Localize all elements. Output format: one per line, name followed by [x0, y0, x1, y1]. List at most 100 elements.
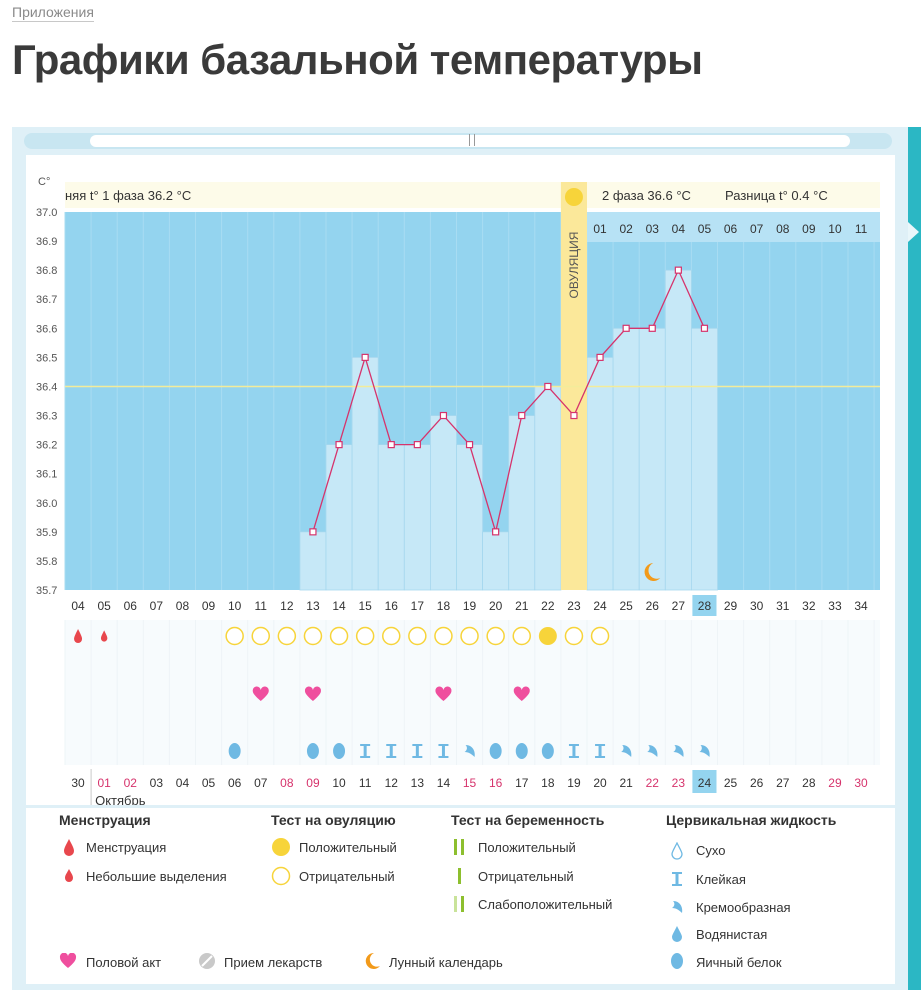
temperature-bar: [586, 356, 614, 591]
menstruation-drop-icon: [64, 839, 74, 856]
legend-cf-egg: Яичный белок: [696, 955, 782, 970]
cf-sticky-icon: [568, 744, 579, 758]
ovtest-negative-icon: [355, 626, 375, 646]
legend-medication: Прием лекарств: [224, 955, 323, 970]
intercourse-heart-icon: [59, 953, 77, 968]
cycle-day-label: 17: [411, 599, 425, 613]
temperature-bar: [664, 269, 692, 591]
temperature-bar: [351, 356, 379, 591]
phase2-day-label: 09: [802, 222, 816, 236]
intercourse-heart-icon: [435, 686, 452, 701]
calendar-day-label: 30: [71, 776, 85, 790]
y-tick-label: 37.0: [36, 207, 57, 219]
cycle-day-label: 13: [306, 599, 320, 613]
calendar-day-label: 13: [411, 776, 425, 790]
ovtest-negative-icon: [564, 626, 584, 646]
legend-ovtest-negative: Отрицательный: [299, 869, 395, 884]
phase2-day-label: 05: [698, 222, 712, 236]
temperature-bar: [403, 444, 431, 591]
legend-ovtest-title: Тест на овуляцию: [271, 812, 396, 828]
cycle-day-label: 26: [646, 599, 660, 613]
calendar-day-label: 15: [463, 776, 477, 790]
cycle-day-label: 09: [202, 599, 216, 613]
cf-egg-icon: [489, 743, 502, 759]
y-tick-label: 36.9: [36, 236, 57, 248]
phase2-day-label: 06: [724, 222, 738, 236]
scrollbar-grip-icon[interactable]: [469, 134, 475, 146]
calendar-day-label: 04: [176, 776, 190, 790]
y-tick-label: 36.6: [36, 323, 57, 335]
cycle-day-label: 21: [515, 599, 529, 613]
cycle-day-label: 27: [672, 599, 686, 613]
ovtest-negative-icon: [277, 626, 297, 646]
temperature-bar: [638, 327, 666, 591]
cf-sticky-icon: [438, 744, 449, 758]
y-tick-label: 36.7: [36, 294, 57, 306]
cf-egg-icon: [228, 743, 241, 759]
phase2-label: 2 фаза 36.6 °C: [602, 188, 691, 203]
y-tick-label: 36.8: [36, 265, 57, 277]
bbt-chart: C° 37.0 36.9 36.8 36.7 36.6 36.5 36.4 36.3 36.2 36…: [36, 176, 880, 805]
phase2-day-label: 10: [828, 222, 842, 236]
cycle-day-label: 22: [541, 599, 555, 613]
temperature-point: [465, 441, 474, 449]
y-tick-label: 36.0: [36, 498, 57, 510]
cycle-day-label: 14: [332, 599, 346, 613]
ovtest-negative-icon: [460, 626, 479, 646]
cf-sticky-icon: [672, 872, 682, 886]
temperature-bar: [377, 444, 405, 591]
cf-creamy-icon: [672, 901, 683, 913]
legend-cf-watery: Водянистая: [696, 927, 768, 942]
ovtest-negative-icon: [225, 626, 244, 646]
scrollbar-thumb[interactable]: [90, 135, 850, 147]
cycle-day-label: 11: [255, 599, 268, 613]
calendar-day-label: 10: [332, 776, 346, 790]
calendar-day-label: 09: [306, 776, 320, 790]
cf-dry-icon: [671, 842, 683, 860]
today-calendar-highlight: [692, 770, 717, 793]
y-tick-label: 35.8: [36, 556, 57, 568]
breadcrumb-link[interactable]: Приложения: [12, 4, 94, 22]
calendar-day-label: 03: [150, 776, 164, 790]
temperature-point: [622, 324, 630, 332]
phase-header: [65, 182, 880, 208]
cf-watery-icon: [672, 926, 682, 942]
temperature-bar: [429, 415, 457, 591]
expand-arrow-icon[interactable]: [908, 222, 919, 242]
cf-sticky-icon: [386, 744, 397, 758]
phase2-day-label: 02: [619, 222, 633, 236]
ovtest-negative-icon: [382, 626, 401, 646]
legend-preg-weak: Слабоположительный: [478, 897, 613, 912]
y-unit-label: C°: [38, 176, 50, 188]
legend-lunar: Лунный календарь: [389, 955, 503, 970]
cycle-day-label: 30: [750, 599, 764, 613]
legend-preg-positive: Положительный: [478, 840, 576, 855]
ovulation-label: ОВУЛЯЦИЯ: [567, 232, 581, 299]
temperature-point: [570, 411, 578, 420]
temperature-point: [544, 382, 552, 391]
diff-label: Разница t° 0.4 °C: [725, 188, 828, 203]
y-tick-label: 36.5: [36, 352, 57, 364]
spotting-drop-icon: [65, 869, 73, 882]
cycle-day-label: 12: [280, 599, 294, 613]
ovtest-negative-icon: [329, 626, 349, 646]
legend-ovtest-positive: Положительный: [299, 840, 397, 855]
calendar-day-label: 24: [698, 776, 712, 790]
calendar-day-label: 25: [724, 776, 738, 790]
phase1-label: няя t° 1 фаза 36.2 °C: [65, 188, 191, 203]
ovulation-sun-icon: [564, 188, 583, 206]
cf-sticky-icon: [412, 744, 423, 758]
cycle-day-label: 18: [437, 599, 451, 613]
ovtest-negative-icon: [303, 626, 323, 646]
calendar-day-label: 28: [802, 776, 816, 790]
legend-cf-title: Цервикальная жидкость: [666, 812, 837, 828]
temperature-bar: [325, 444, 353, 591]
cycle-day-label: 04: [71, 599, 85, 613]
temperature-point: [596, 353, 604, 361]
temperature-bar: [299, 531, 327, 591]
temperature-point: [413, 441, 421, 449]
cf-egg-icon: [515, 743, 528, 759]
side-panel-tab[interactable]: [908, 127, 921, 990]
calendar-day-label: 17: [515, 776, 529, 790]
intercourse-heart-icon: [252, 686, 269, 701]
